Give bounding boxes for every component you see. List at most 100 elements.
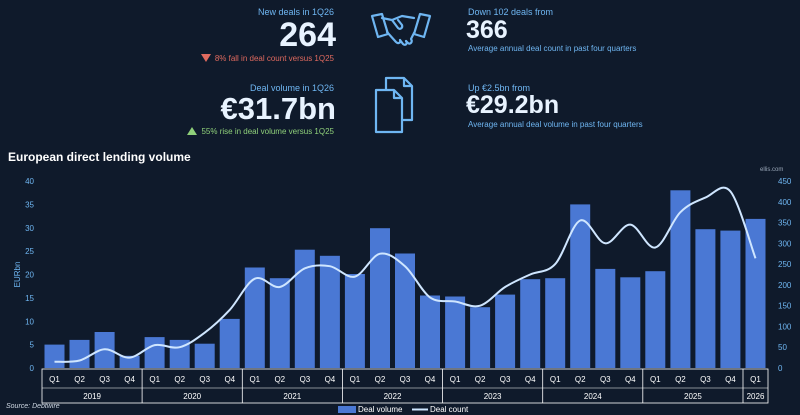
x-tick-label-16: Q1 — [450, 375, 461, 384]
x-tick-label-10: Q3 — [300, 375, 311, 384]
y2-tick-label-6: 300 — [778, 239, 792, 248]
x-tick-label-17: Q2 — [475, 375, 486, 384]
bar-13 — [370, 228, 390, 368]
new-deals-note-text: 8% fall in deal count versus 1Q25 — [214, 54, 334, 63]
bar-19 — [520, 279, 541, 368]
bar-22 — [595, 268, 616, 368]
x-tick-label-1: Q2 — [74, 375, 85, 384]
y2-tick-label-1: 50 — [778, 343, 787, 352]
volume-value: €31.7bn — [220, 91, 336, 126]
year-label-5: 2024 — [584, 392, 602, 401]
y-tick-label-5: 25 — [25, 247, 34, 256]
x-tick-label-9: Q2 — [274, 375, 285, 384]
bar-0 — [44, 344, 65, 368]
x-tick-label-2: Q3 — [99, 375, 110, 384]
credit-text: ellis.com — [760, 167, 784, 173]
down-triangle-icon — [200, 54, 211, 62]
x-tick-label-27: Q4 — [725, 375, 736, 384]
x-tick-label-25: Q2 — [675, 375, 686, 384]
bar-24 — [645, 271, 666, 368]
x-tick-label-7: Q4 — [224, 375, 235, 384]
x-tick-label-13: Q2 — [375, 375, 386, 384]
y-axis-label: EURbn — [13, 262, 22, 288]
y-tick-label-6: 30 — [25, 224, 34, 233]
y2-tick-label-0: 0 — [778, 364, 783, 373]
bar-17 — [470, 307, 491, 368]
x-tick-label-3: Q4 — [124, 375, 135, 384]
volume-note-text: 55% rise in deal volume versus 1Q25 — [201, 127, 334, 136]
y2-tick-label-9: 450 — [778, 177, 792, 186]
bar-27 — [720, 230, 741, 368]
y2-tick-label-2: 100 — [778, 322, 792, 331]
x-tick-label-6: Q3 — [199, 375, 210, 384]
y2-tick-label-4: 200 — [778, 281, 792, 290]
bar-25 — [670, 190, 691, 368]
x-tick-label-8: Q1 — [249, 375, 260, 384]
deal-count-line — [54, 186, 757, 363]
year-label-4: 2023 — [484, 392, 502, 401]
bar-23 — [620, 277, 641, 368]
year-label-0: 2019 — [83, 392, 101, 401]
bar-6 — [194, 343, 215, 368]
bar-8 — [244, 267, 265, 368]
down-sub: Average annual deal count in past four q… — [468, 44, 637, 53]
bar-14 — [395, 253, 415, 368]
x-tick-label-28: Q1 — [750, 375, 761, 384]
y-tick-label-8: 40 — [25, 177, 34, 186]
y2-tick-label-7: 350 — [778, 219, 792, 228]
x-tick-label-11: Q4 — [325, 375, 336, 384]
y2-tick-label-3: 150 — [778, 302, 792, 311]
bar-7 — [219, 318, 240, 368]
y-tick-label-1: 5 — [30, 341, 35, 350]
bar-1 — [69, 339, 90, 368]
handshake-icon — [370, 12, 432, 46]
x-tick-label-12: Q1 — [350, 375, 361, 384]
y-tick-label-0: 0 — [30, 364, 35, 373]
new-deals-label: New deals in 1Q26 — [257, 7, 334, 17]
year-label-6: 2025 — [684, 392, 702, 401]
bar-4 — [144, 337, 165, 368]
bar-18 — [495, 294, 516, 368]
y-tick-label-7: 35 — [25, 200, 34, 209]
volume-label: Deal volume in 1Q26 — [249, 83, 334, 93]
down-label: Down 102 deals from — [468, 7, 554, 17]
x-tick-label-21: Q2 — [575, 375, 586, 384]
y-tick-label-3: 15 — [25, 294, 34, 303]
x-tick-label-5: Q2 — [174, 375, 185, 384]
bar-12 — [344, 274, 365, 368]
bar-15 — [420, 295, 440, 368]
bar-16 — [445, 296, 466, 368]
bar-3 — [119, 355, 140, 368]
year-label-3: 2022 — [384, 392, 402, 401]
bar-10 — [294, 249, 315, 368]
up-value: €29.2bn — [466, 91, 560, 119]
bar-21 — [570, 204, 591, 368]
x-tick-label-18: Q3 — [500, 375, 511, 384]
x-tick-label-26: Q3 — [700, 375, 711, 384]
y-tick-label-2: 10 — [25, 317, 34, 326]
x-tick-label-22: Q3 — [600, 375, 611, 384]
x-tick-label-15: Q4 — [425, 375, 436, 384]
source-text: Source: Debtwire — [6, 403, 60, 410]
y-tick-label-4: 20 — [25, 271, 34, 280]
up-triangle-icon — [187, 127, 198, 135]
new-deals-value: 264 — [279, 16, 336, 54]
x-tick-label-19: Q4 — [525, 375, 536, 384]
x-tick-label-23: Q4 — [625, 375, 636, 384]
x-tick-label-20: Q1 — [550, 375, 561, 384]
legend-line-label: Deal count — [430, 405, 469, 414]
year-label-2: 2021 — [283, 392, 301, 401]
volume-note: 55% rise in deal volume versus 1Q25 — [187, 127, 334, 136]
bar-11 — [319, 255, 340, 368]
x-tick-label-24: Q1 — [650, 375, 661, 384]
legend-bar-label: Deal volume — [358, 405, 403, 414]
chart-title: European direct lending volume — [8, 150, 191, 164]
year-label-7: 2026 — [747, 392, 765, 401]
x-tick-label-4: Q1 — [149, 375, 160, 384]
bar-26 — [695, 229, 716, 368]
x-tick-label-14: Q3 — [400, 375, 411, 384]
bar-20 — [545, 278, 566, 368]
bar-9 — [269, 278, 290, 368]
x-axis-box — [41, 368, 769, 404]
legend-bar-swatch — [338, 406, 356, 413]
